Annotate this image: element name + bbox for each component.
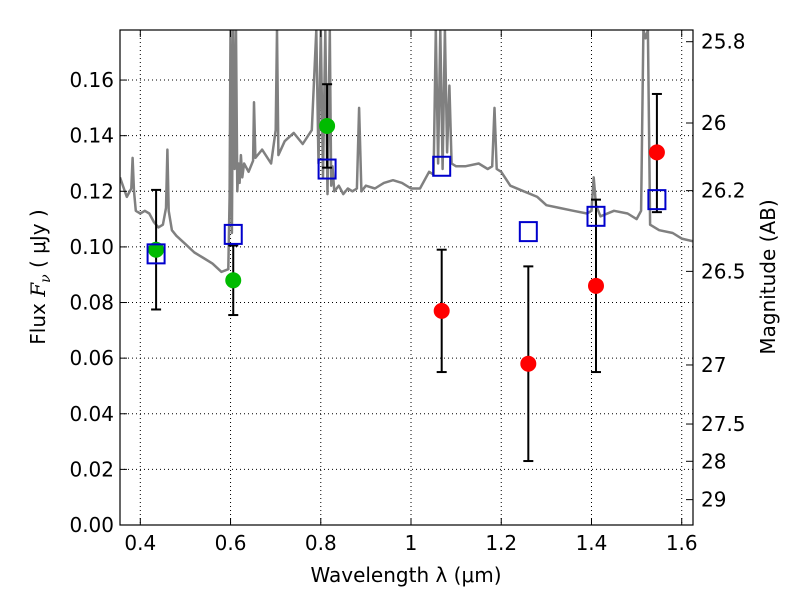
model-photometry-square — [146, 243, 166, 265]
x-tick-label: 1.4 — [576, 531, 608, 555]
y-tick-label: 0.12 — [69, 179, 114, 203]
y2-tick-label: 26 — [701, 111, 726, 135]
y-tick-label: 0.06 — [69, 346, 114, 370]
y2-tick-label: 26.5 — [701, 259, 746, 283]
y-axis-title-suffix: ( μJy ) — [26, 209, 50, 274]
marker-layer — [146, 117, 667, 372]
tick-labels: 0.4 0.6 0.8 1 1.2 1.4 1.6 0.00 0.02 0.04 0.06 0.08 0… — [69, 30, 745, 555]
detection-point — [225, 272, 242, 289]
x-tick-label: 1.6 — [666, 531, 698, 555]
y-axis-title-prefix: Flux — [26, 297, 50, 345]
model-spectrum-layer — [120, 30, 693, 274]
axis-ticks — [120, 30, 693, 526]
y-axis-title: Flux Fν ( μJy ) — [26, 209, 54, 344]
y2-tick-label: 27.5 — [701, 412, 746, 436]
y2-tick-label: 27 — [701, 353, 726, 377]
y2-tick-label: 28 — [701, 449, 726, 473]
model-photometry-square — [432, 155, 452, 177]
y-tick-label: 0.14 — [69, 124, 114, 148]
model-photometry-square — [518, 221, 538, 243]
x-axis-title: Wavelength λ (μm) — [310, 563, 501, 587]
x-tick-label: 0.4 — [124, 531, 156, 555]
x-tick-label: 1.2 — [485, 531, 517, 555]
model-spectrum-line — [120, 30, 693, 274]
y-axis-title-symbol: F — [26, 282, 50, 298]
nondetection-point — [587, 277, 604, 294]
model-photometry-square — [586, 205, 606, 227]
y2-axis-title: Magnitude (AB) — [756, 199, 780, 354]
y2-tick-label: 29 — [701, 488, 726, 512]
nondetection-point — [520, 355, 537, 372]
detection-point — [319, 117, 336, 134]
y-tick-label: 0.08 — [69, 291, 114, 315]
y2-tick-label: 26.2 — [701, 179, 746, 203]
y-tick-label: 0.10 — [69, 235, 114, 259]
x-tick-label: 1 — [405, 531, 418, 555]
y-tick-label: 0.02 — [69, 457, 114, 481]
grid — [120, 30, 693, 525]
y-tick-label: 0.00 — [69, 513, 114, 537]
x-tick-label: 0.6 — [215, 531, 247, 555]
plot-frame — [119, 29, 694, 526]
nondetection-point — [433, 302, 450, 319]
y-axis-title-subscript: ν — [38, 274, 54, 283]
model-photometry-square — [647, 189, 667, 211]
y-tick-label: 0.04 — [69, 402, 114, 426]
x-tick-label: 0.8 — [305, 531, 337, 555]
y2-tick-label: 25.8 — [701, 30, 746, 54]
model-photometry-square — [223, 223, 243, 245]
model-photometry-square — [317, 158, 337, 180]
y-tick-label: 0.16 — [69, 68, 114, 92]
nondetection-point — [648, 144, 665, 161]
